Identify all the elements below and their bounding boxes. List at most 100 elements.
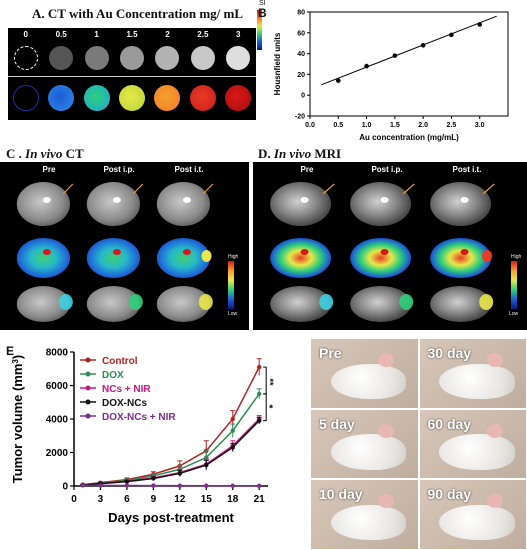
mouse-body: [330, 505, 407, 541]
tumor-overlay: [128, 294, 143, 310]
mri-colorbar: [511, 261, 517, 309]
legend-label: NCs + NIR: [102, 384, 151, 395]
y-tick-label: 8000: [46, 348, 69, 359]
mouse-gray-scan: [350, 182, 411, 226]
mouse-ear: [486, 494, 503, 509]
spine-highlight: [112, 197, 121, 203]
mouse-overlay-scan: [350, 286, 411, 322]
spine-highlight: [300, 197, 309, 203]
y-tick-label: 20: [297, 72, 305, 79]
x-tick-label: 3: [98, 494, 104, 505]
ct-color-disc: [119, 85, 145, 111]
ct-colorbar: [228, 261, 234, 309]
ct-gray-disc: [13, 46, 38, 70]
x-tick-label: 0.5: [333, 122, 343, 129]
sig-label: *: [269, 403, 273, 414]
data-point: [177, 471, 183, 476]
tumor-arrow: [132, 183, 144, 195]
hot-spot: [182, 249, 191, 255]
mouse-ear: [378, 494, 395, 509]
ct-color-disc: [83, 85, 110, 111]
data-point: [256, 483, 262, 488]
column-label: Post i.p.: [103, 165, 135, 174]
panel-c-rest: CT: [62, 146, 84, 161]
data-point: [124, 479, 130, 484]
ct-color-disc: [12, 85, 39, 111]
data-point: [204, 483, 209, 488]
mouse-gray-scan: [156, 182, 210, 226]
legend-label: Control: [102, 356, 138, 367]
data-point: [230, 416, 235, 422]
mouse-ear: [486, 353, 503, 368]
ct-gray-disc: [226, 46, 251, 70]
mouse-photo: Pre: [310, 338, 419, 409]
column-label: Post i.p.: [371, 165, 403, 174]
mouse-body: [330, 363, 407, 400]
panel-d-italic: In vivo: [273, 146, 312, 161]
mouse-overlay-scan: [156, 286, 210, 322]
panel-c-letter: C .: [6, 146, 26, 161]
spine-highlight: [182, 197, 191, 203]
panel-c-italic: In vivo: [25, 146, 63, 161]
tumor-overlay: [58, 294, 73, 310]
mouse-gray-scan: [270, 182, 331, 226]
ct-mouse-images: [16, 182, 214, 322]
panel-c-title: C . In vivo CT: [6, 146, 84, 162]
hot-spot: [460, 249, 469, 255]
data-point: [256, 364, 262, 370]
concentration-label: 1: [94, 30, 99, 39]
panel-a-title: A. CT with Au Concentration mg/ mL: [32, 6, 244, 21]
ct-color-disc: [189, 85, 216, 111]
concentration-label: 2.5: [197, 30, 209, 39]
mouse-body: [439, 363, 515, 400]
concentration-label: 0.5: [55, 30, 67, 39]
tumor-overlay: [198, 294, 213, 310]
y-tick-label: 80: [297, 10, 305, 17]
ct-gray-disc: [49, 46, 74, 70]
legend-label: DOX-NCs: [102, 398, 147, 409]
spine-highlight: [42, 197, 51, 203]
mouse-body: [439, 434, 515, 470]
x-tick-label: 1.0: [362, 122, 372, 129]
concentration-label: 3: [236, 30, 241, 39]
mouse-ear: [378, 353, 395, 368]
tumor-overlay: [319, 294, 334, 310]
mouse-photo-grid: Pre 30 day 5 day 60 day 10 day 90 day: [310, 338, 527, 550]
row-divider: [8, 76, 256, 77]
x-tick-label: 2.5: [447, 122, 457, 129]
concentration-label: 0: [23, 30, 28, 39]
data-point: [151, 476, 156, 481]
photo-timepoint-label: Pre: [319, 345, 342, 361]
x-tick-label: 12: [174, 494, 186, 505]
x-tick-label: 21: [254, 494, 266, 505]
plot-frame: [309, 11, 509, 117]
ct-color-row: [8, 82, 256, 114]
hot-spot: [112, 249, 121, 255]
data-point: [230, 428, 235, 433]
fit-line: [321, 15, 497, 86]
x-tick-label: 6: [124, 494, 130, 505]
mouse-photo: 5 day: [310, 408, 419, 480]
hot-spot: [380, 249, 389, 255]
ct-gray-disc: [155, 46, 180, 70]
ct-scale-high: High: [228, 254, 239, 260]
tumor-arrow: [482, 183, 495, 195]
x-tick-label: 3.0: [475, 122, 485, 129]
ct-scale-low: Low: [228, 311, 238, 317]
y-tick-label: 0: [301, 93, 305, 100]
mri-column-labels: Pre Post i.p. Post i.t.: [253, 165, 503, 177]
mri-scale-high: High: [511, 254, 522, 260]
legend-label: DOX-NCs + NIR: [102, 412, 176, 423]
mouse-heatmap: [430, 238, 491, 278]
legend-marker: [85, 385, 91, 391]
x-tick-label: 2.0: [418, 122, 428, 129]
x-tick-label: 18: [227, 494, 239, 505]
column-label: Post i.t.: [174, 165, 204, 174]
data-point: [80, 483, 86, 488]
mouse-photo: 30 day: [418, 338, 527, 409]
y-tick-label: 40: [297, 51, 305, 58]
y-tick-label: 4000: [46, 415, 69, 426]
series-line: [82, 420, 260, 486]
tumor-arrow: [202, 183, 214, 195]
